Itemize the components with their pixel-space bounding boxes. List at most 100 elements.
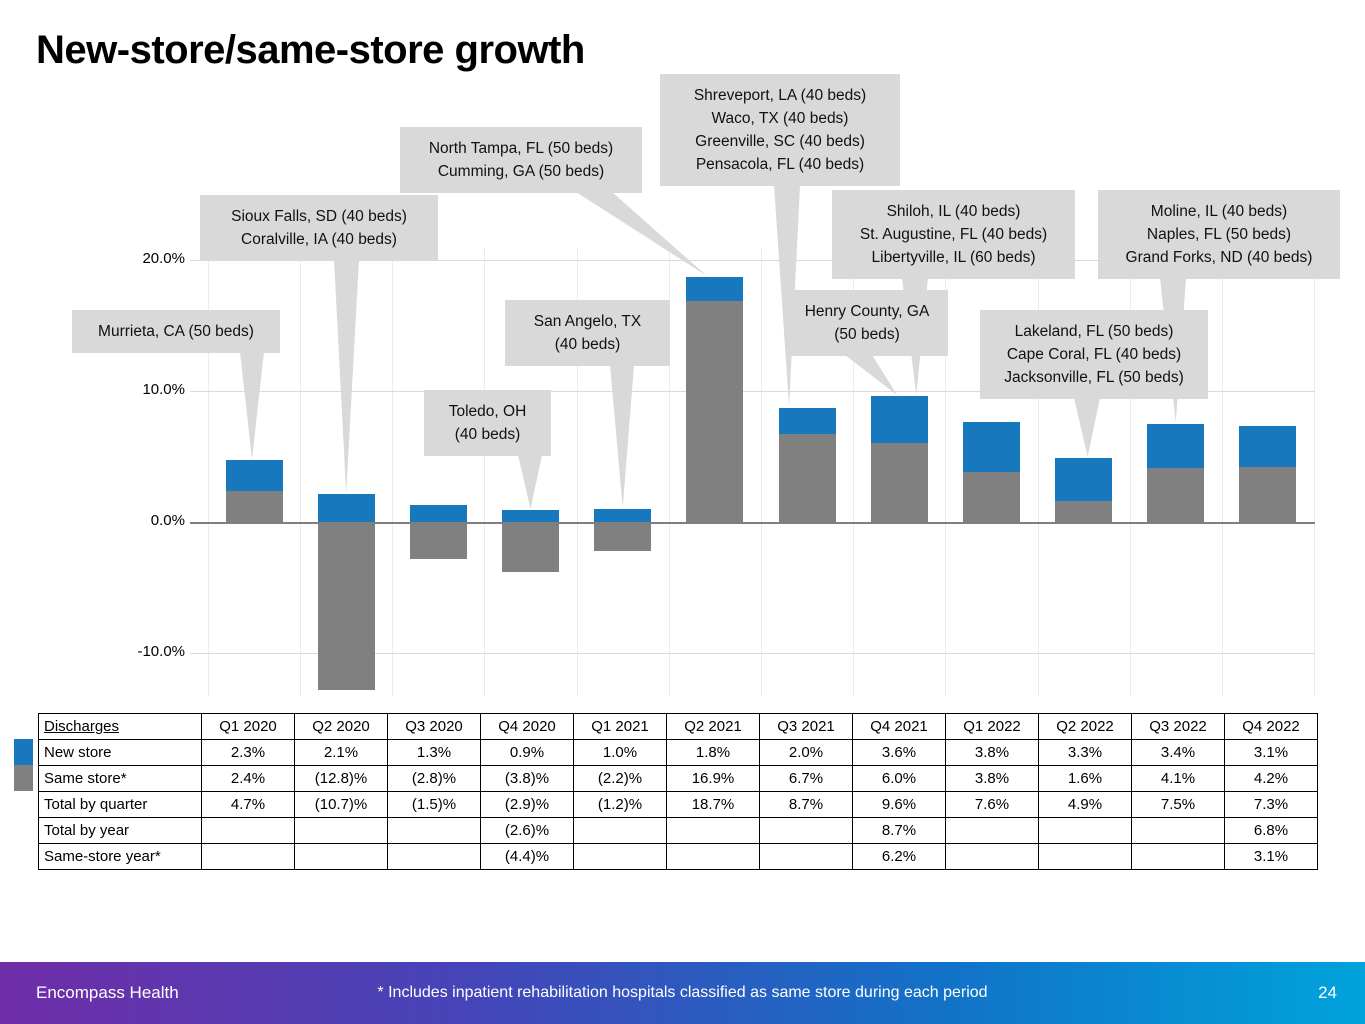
new-store-bar [317,494,375,522]
callout: Henry County, GA (50 beds) [786,290,948,356]
table-row: Total by year (2.6)% 8.7% 6.8% [38,817,1318,844]
discharges-table-wrap: Discharges Q1 2020 Q2 2020 Q3 2020 Q4 2020 Q1… [38,713,1318,870]
footer-brand: Encompass Health [36,983,179,1002]
discharges-table: Discharges Q1 2020 Q2 2020 Q3 2020 Q4 2020 Q1… [38,713,1318,870]
table-header-quarter: Q4 2020 [480,713,574,740]
footer-page-number: 24 [1318,983,1337,1002]
gridline-horizontal [190,260,1315,261]
new-store-legend-swatch [14,739,33,765]
callout-pointer [334,260,359,494]
table-header-quarter: Q1 2021 [573,713,667,740]
callout-text: Toledo, OH [448,403,527,420]
table-cell: 9.6% [852,791,946,818]
callout: San Angelo, TX (40 beds) [505,300,670,366]
table-cell [1038,843,1132,870]
table-cell [666,817,760,844]
callout-text: Greenville, SC (40 beds) [695,133,865,150]
table-row-label: Total by quarter [38,791,202,818]
table-header-quarter: Q4 2021 [852,713,946,740]
gridline-vertical [484,248,486,696]
table-cell: 3.4% [1131,739,1225,766]
table-cell: 16.9% [666,765,760,792]
table-cell: 8.7% [759,791,853,818]
table-cell: (2.2)% [573,765,667,792]
table-cell: 18.7% [666,791,760,818]
table-cell: 1.0% [573,739,667,766]
footer-footnote: * Includes inpatient rehabilitation hosp… [377,984,988,1001]
table-cell: (2.8)% [387,765,481,792]
table-cell: 4.1% [1131,765,1225,792]
table-cell: 3.6% [852,739,946,766]
table-header-quarter: Q1 2022 [945,713,1039,740]
table-cell: (1.2)% [573,791,667,818]
table-cell: 4.2% [1224,765,1318,792]
new-store-bar [1055,457,1113,502]
y-axis-tick-label: 0.0% [150,512,185,529]
y-axis-tick-label: 20.0% [142,250,185,267]
new-store-bar [502,510,560,522]
gridline-vertical [668,248,670,696]
callout-text: Coralville, IA (40 beds) [241,231,397,248]
table-cell: 6.0% [852,765,946,792]
table-row-label: Same store* [38,765,202,792]
callout-text: Henry County, GA [804,303,930,320]
table-cell [1038,817,1132,844]
table-header-row: Discharges Q1 2020 Q2 2020 Q3 2020 Q4 2020 Q1… [38,713,1318,740]
x-axis-line [190,522,1315,524]
callout: Shiloh, IL (40 beds) St. Augustine, FL (4… [832,190,1075,279]
gridline-vertical [576,248,578,696]
callout-text: (40 beds) [454,426,521,443]
table-cell: 2.0% [759,739,853,766]
same-store-bar [502,522,560,572]
table-cell: 4.7% [201,791,295,818]
table-cell: 7.5% [1131,791,1225,818]
table-cell: 8.7% [852,817,946,844]
callout: Sioux Falls, SD (40 beds) Coralville, IA … [200,195,438,261]
callout-text: Cape Coral, FL (40 beds) [1006,346,1182,363]
callout-text: Shiloh, IL (40 beds) [886,203,1021,220]
callout-pointer [576,192,707,277]
same-store-bar [317,522,375,690]
callout-text: Murrieta, CA (50 beds) [98,323,254,340]
gridline-vertical [1221,248,1223,696]
table-cell: 3.8% [945,765,1039,792]
table-cell: 2.1% [294,739,388,766]
callout-pointer [902,278,928,396]
y-axis-tick-label: -10.0% [137,643,185,660]
callout-text: (40 beds) [554,336,621,353]
callout-text: (50 beds) [834,326,900,343]
callout: Shreveport, LA (40 beds) Waco, TX (40 bed… [660,74,900,186]
gridline-vertical [760,248,762,696]
table-cell [294,817,388,844]
table-header-quarter: Q3 2021 [759,713,853,740]
same-store-legend-swatch [14,765,33,791]
table-header-quarter: Q1 2020 [201,713,295,740]
same-store-bar [1055,501,1113,522]
same-store-bar [1147,468,1205,522]
table-row: Same store* 2.4% (12.8)% (2.8)% (3.8)% (2.2)%… [38,765,1318,792]
table-cell: 1.8% [666,739,760,766]
gridline-horizontal [190,391,1315,392]
table-cell: (4.4)% [480,843,574,870]
table-cell [666,843,760,870]
gridline-horizontal [190,653,1315,654]
table-cell: 6.8% [1224,817,1318,844]
table-cell: 4.9% [1038,791,1132,818]
new-store-bar [1147,423,1205,469]
callout-text: Sioux Falls, SD (40 beds) [231,208,407,225]
table-header-quarter: Q2 2021 [666,713,760,740]
gridline-vertical [207,248,209,696]
table-cell: 1.6% [1038,765,1132,792]
same-store-bar [225,490,283,522]
table-row: Total by quarter 4.7% (10.7)% (1.5)% (2.9)%(… [38,791,1318,818]
table-cell: 3.1% [1224,739,1318,766]
same-store-bar [686,300,744,522]
table-cell: 2.4% [201,765,295,792]
callout: Lakeland, FL (50 beds) Cape Coral, FL (40… [980,310,1208,399]
same-store-bar [962,472,1020,522]
gridline-vertical [1314,248,1316,696]
y-axis-tick-label: 10.0% [142,381,185,398]
